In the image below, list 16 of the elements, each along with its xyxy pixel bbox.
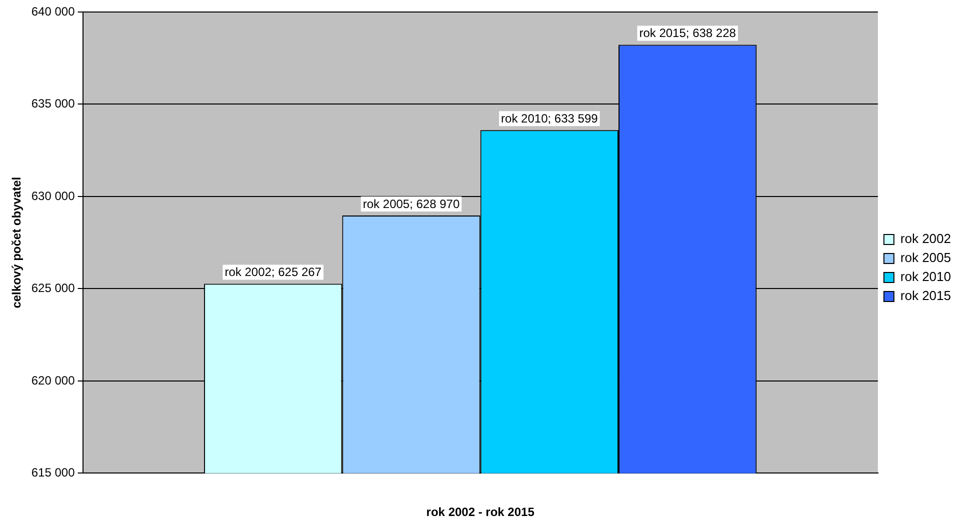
y-axis-title: celkový počet obyvatel — [10, 176, 24, 308]
data-label: rok 2002; 625 267 — [224, 265, 322, 280]
legend-label: rok 2015 — [900, 288, 952, 304]
legend-label: rok 2002 — [900, 231, 952, 246]
y-tick-label: 615 000 — [31, 466, 76, 480]
data-label: rok 2015; 638 228 — [639, 26, 736, 40]
legend-label: rok 2010 — [900, 269, 952, 284]
data-label: rok 2005; 628 970 — [362, 196, 460, 211]
x-axis-title: rok 2002 - rok 2015 — [426, 505, 535, 520]
y-tick-label: 630 000 — [31, 188, 76, 203]
y-tick-label: 620 000 — [31, 373, 76, 388]
y-tick-label: 625 000 — [31, 281, 76, 296]
y-tick-label: 640 000 — [31, 4, 76, 18]
data-label: rok 2010; 633 599 — [501, 111, 598, 126]
y-tick-label: 635 000 — [31, 96, 76, 111]
legend-label: rok 2005 — [900, 250, 952, 266]
